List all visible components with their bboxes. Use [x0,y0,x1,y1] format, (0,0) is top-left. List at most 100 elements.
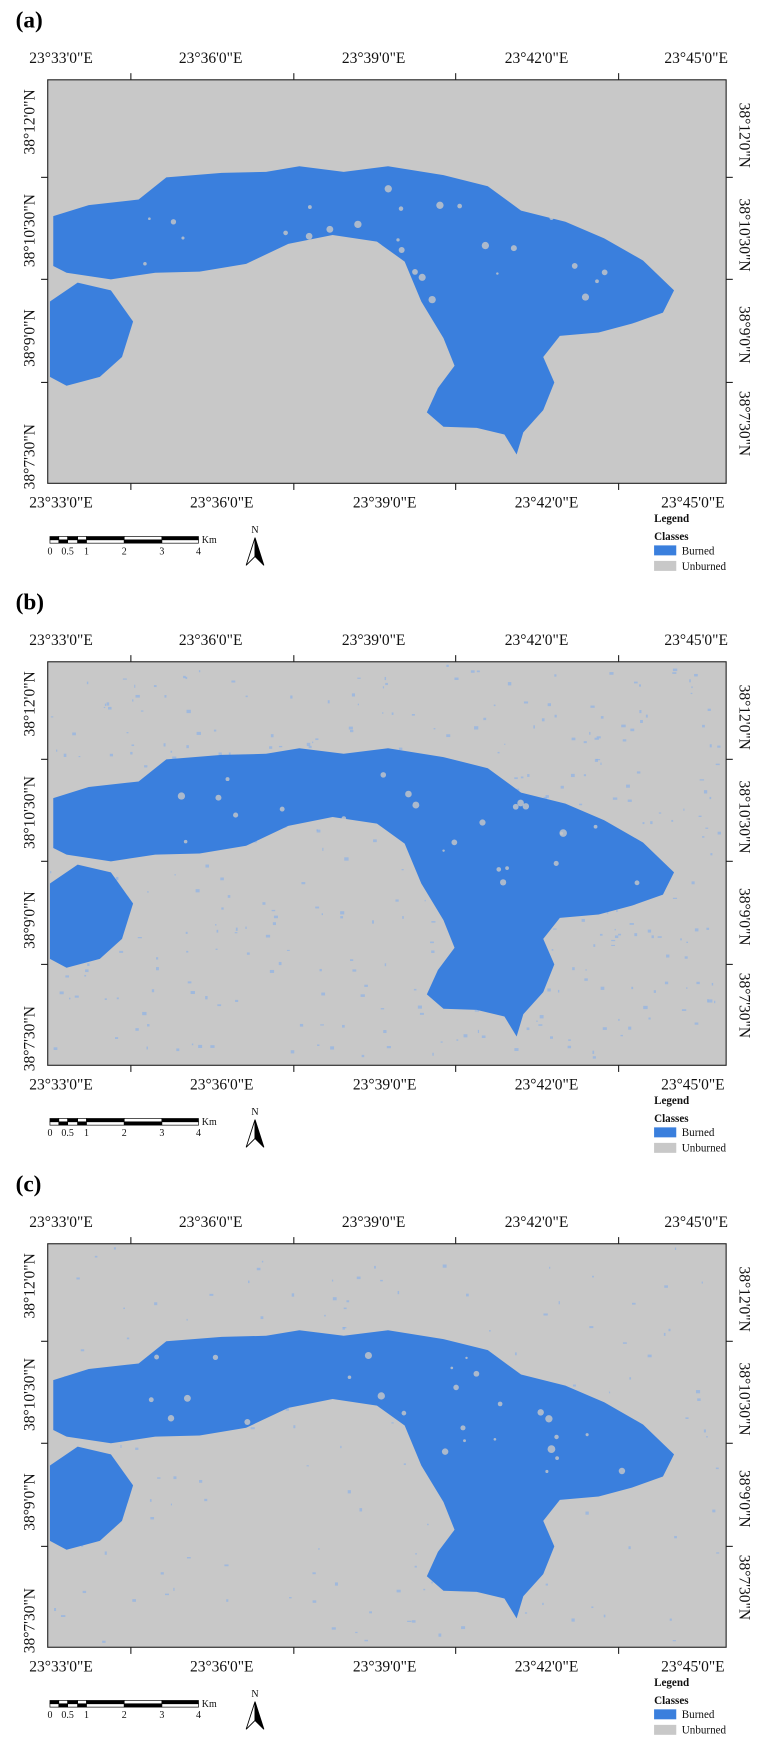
speckle [611,940,615,941]
scale-segment [124,1122,162,1125]
latitude-label: 38°9'0"N [21,1473,38,1531]
speckle [590,706,594,708]
unburned-patch [232,882,237,887]
scale-segment [50,1700,59,1703]
speckle [672,672,676,674]
speckle [110,754,113,757]
speckle [514,1048,518,1051]
unburned-patch [442,849,444,851]
latitude-label: 38°10'30"N [735,780,752,853]
speckle [673,1640,676,1641]
latitude-label: 38°10'30"N [21,194,38,267]
speckle [425,900,426,901]
unburned-patch [144,1452,149,1457]
latitude-label: 38°12'0"N [21,671,38,736]
speckle [317,1044,319,1046]
speckle [696,982,699,984]
unburned-patch [348,1375,352,1379]
speckle [446,734,450,737]
speckle [591,1606,593,1608]
speckle [209,1294,213,1296]
speckle [584,741,587,743]
longitude-label: 23°45'0"E [664,50,728,67]
speckle [431,950,434,953]
unburned-patch [378,1392,385,1399]
speckle [710,853,712,855]
speckle [383,1030,386,1033]
speckle [536,1021,537,1022]
scale-label: 2 [122,546,127,557]
unburned-patch [148,217,151,220]
longitude-label: 23°42'0"E [515,1077,579,1094]
speckle [572,738,576,741]
speckle [717,746,720,748]
speckle [72,733,76,736]
legend-title: Legend [654,513,690,525]
speckle [76,1277,79,1279]
speckle [141,710,143,711]
speckle [423,1589,425,1590]
unburned-patch [548,1445,556,1453]
speckle [383,686,384,688]
speckle [637,771,640,773]
unburned-patch [377,864,379,866]
north-arrow [246,538,255,566]
speckle [623,1342,627,1344]
speckle [324,1315,326,1317]
scale-segment [50,540,59,543]
speckle [152,989,154,992]
scale-segment [59,537,68,540]
speckle [142,1012,146,1015]
speckle [340,911,344,914]
speckle [630,923,634,925]
north-label: N [251,1689,258,1700]
speckle [441,1041,443,1042]
speckle [618,1019,619,1021]
speckle [385,683,388,685]
speckle [634,933,637,936]
speckle [543,1313,547,1315]
speckle [695,928,699,931]
speckle [415,1553,416,1555]
speckle [246,696,248,698]
unburned-patch [214,875,218,879]
speckle [199,1480,202,1483]
speckle [632,1303,636,1305]
scale-label: 4 [196,546,201,557]
speckle [628,1027,631,1030]
unburned-patch [331,880,335,884]
unburned-patch [181,308,185,312]
speckle [117,997,119,999]
speckle [572,967,575,970]
longitude-label: 23°42'0"E [505,632,569,649]
scale-segment [87,540,125,543]
unburned-patch [143,262,147,266]
speckle [650,821,652,824]
figure: (a)23°33'0"E23°36'0"E23°39'0"E23°42'0"E2… [0,0,765,1757]
speckle [187,1557,191,1558]
latitude-label: 38°12'0"N [21,89,38,154]
speckle [273,922,276,925]
speckle [540,1015,544,1018]
speckle [673,669,677,672]
unburned-patch [221,860,228,867]
speckle [414,989,417,991]
speckle [542,718,545,721]
speckle [87,682,88,685]
speckle [387,1046,391,1048]
scale-label: 0.5 [61,1128,73,1139]
unburned-patch [184,840,188,844]
north-label: N [251,525,258,536]
speckle [342,1327,344,1330]
speckle [84,975,86,977]
scale-label: 3 [159,546,164,557]
scale-segment [124,537,162,540]
speckle [675,1248,676,1250]
speckle [550,1036,553,1038]
unburned-patch [544,201,549,206]
unburned-patch [385,185,392,192]
unburned-patch [494,1438,497,1441]
longitude-label: 23°36'0"E [179,50,243,67]
unburned-patch [523,803,529,809]
speckle [235,1000,238,1002]
